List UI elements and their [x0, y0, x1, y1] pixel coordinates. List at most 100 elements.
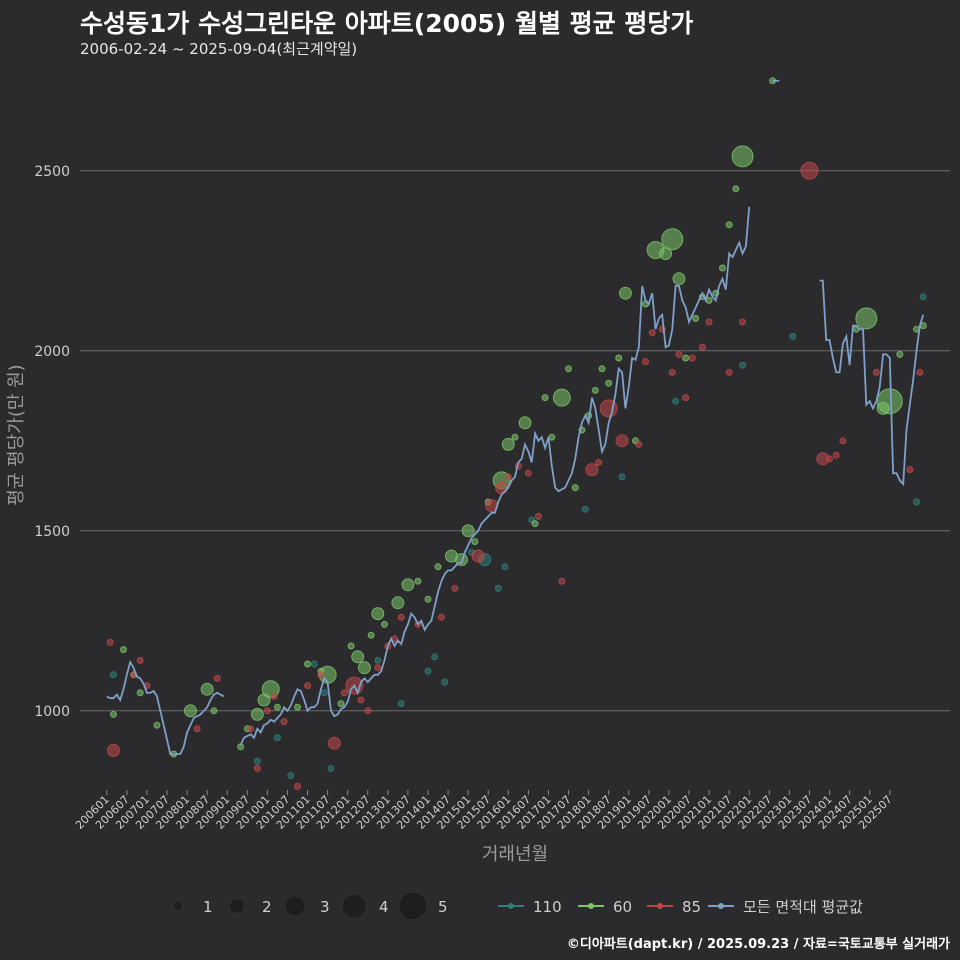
legend-series-label: 85 — [682, 898, 701, 916]
point-60 — [855, 307, 878, 330]
point-85 — [263, 707, 271, 715]
point-85 — [872, 368, 880, 376]
point-60 — [391, 596, 405, 610]
point-85 — [739, 318, 747, 326]
point-60 — [414, 577, 422, 585]
point-110 — [441, 678, 449, 686]
point-85 — [534, 512, 542, 520]
y-tick-label: 2500 — [34, 164, 70, 180]
point-85 — [615, 434, 629, 448]
point-85 — [270, 692, 278, 700]
legend-size-label: 3 — [320, 898, 330, 916]
point-60 — [200, 682, 214, 696]
point-110 — [913, 498, 921, 506]
point-85 — [504, 473, 512, 481]
point-85 — [495, 481, 509, 495]
point-60 — [672, 272, 686, 286]
point-60 — [153, 721, 161, 729]
point-110 — [789, 332, 797, 340]
point-85 — [826, 455, 834, 463]
y-axis-title: 평균 평당가(만 원) — [6, 364, 27, 505]
legend-size-label: 5 — [438, 898, 448, 916]
point-85 — [906, 466, 914, 474]
point-85 — [916, 368, 924, 376]
point-60 — [401, 578, 415, 592]
point-110 — [273, 734, 281, 742]
point-60 — [109, 710, 117, 718]
point-85 — [213, 674, 221, 682]
footer-credit: ©디아파트(dapt.kr) / 2025.09.23 / 자료=국토교통부 실… — [566, 937, 950, 952]
legend-series-label: 모든 면적대 평균값 — [743, 898, 863, 916]
point-60 — [598, 365, 606, 373]
point-60 — [371, 607, 385, 621]
point-85 — [294, 782, 301, 790]
y-tick-label: 1000 — [34, 704, 70, 720]
point-60 — [571, 484, 579, 492]
point-60 — [896, 350, 904, 358]
legend-size-label: 4 — [379, 898, 389, 916]
point-60 — [461, 524, 475, 538]
legend-series-label: 60 — [613, 898, 632, 916]
point-60 — [518, 416, 532, 430]
point-85 — [682, 394, 690, 402]
x-axis-title: 거래년월 — [482, 844, 548, 865]
average-line-segment — [239, 206, 751, 746]
point-85 — [451, 584, 459, 592]
point-85 — [106, 743, 120, 757]
average-line — [106, 79, 925, 756]
chart-subtitle: 2006-02-24 ~ 2025-09-04(최근계약일) — [80, 40, 358, 58]
legend-size-4 — [343, 895, 365, 917]
point-110 — [581, 505, 589, 513]
point-85 — [374, 664, 382, 672]
legend-size-label: 1 — [203, 898, 213, 916]
point-60 — [357, 661, 371, 675]
point-60 — [718, 264, 726, 272]
point-85 — [675, 350, 683, 358]
point-85 — [668, 368, 676, 376]
point-60 — [682, 354, 690, 362]
point-60 — [615, 354, 623, 362]
point-60 — [591, 386, 599, 394]
point-60 — [511, 433, 519, 441]
legend-size-label: 2 — [262, 898, 272, 916]
point-110 — [618, 473, 626, 481]
point-85 — [327, 736, 341, 750]
y-axis-ticks: 1000 1500 2000 2500 — [34, 164, 70, 720]
point-60 — [337, 700, 345, 708]
point-60 — [434, 563, 442, 571]
point-60 — [876, 388, 903, 415]
point-110 — [310, 660, 318, 668]
point-85 — [340, 689, 348, 697]
point-110 — [919, 293, 927, 301]
legend-dot — [718, 903, 724, 909]
point-85 — [698, 343, 706, 351]
point-110 — [424, 667, 432, 675]
point-85 — [317, 671, 325, 679]
point-85 — [280, 718, 288, 726]
point-60 — [501, 437, 515, 451]
point-85 — [642, 358, 649, 366]
point-85 — [839, 437, 847, 445]
point-60 — [618, 286, 632, 300]
point-110 — [672, 397, 680, 405]
point-85 — [437, 613, 445, 621]
point-110 — [494, 584, 502, 592]
point-85 — [635, 440, 643, 448]
point-110 — [253, 757, 261, 765]
point-60 — [136, 689, 144, 697]
point-60 — [692, 314, 700, 322]
chart-title: 수성동1가 수성그린타운 아파트(2005) 월별 평균 평당가 — [80, 9, 694, 38]
point-110 — [501, 563, 509, 571]
y-tick-label: 1500 — [34, 524, 70, 540]
point-85 — [253, 764, 261, 772]
point-60 — [367, 631, 375, 639]
point-60 — [731, 145, 754, 168]
point-85 — [524, 469, 532, 477]
point-85 — [364, 707, 372, 715]
point-60 — [294, 703, 301, 711]
point-60 — [471, 538, 479, 546]
point-60 — [183, 704, 197, 718]
legend-series-label: 110 — [533, 898, 562, 916]
point-60 — [273, 703, 281, 711]
